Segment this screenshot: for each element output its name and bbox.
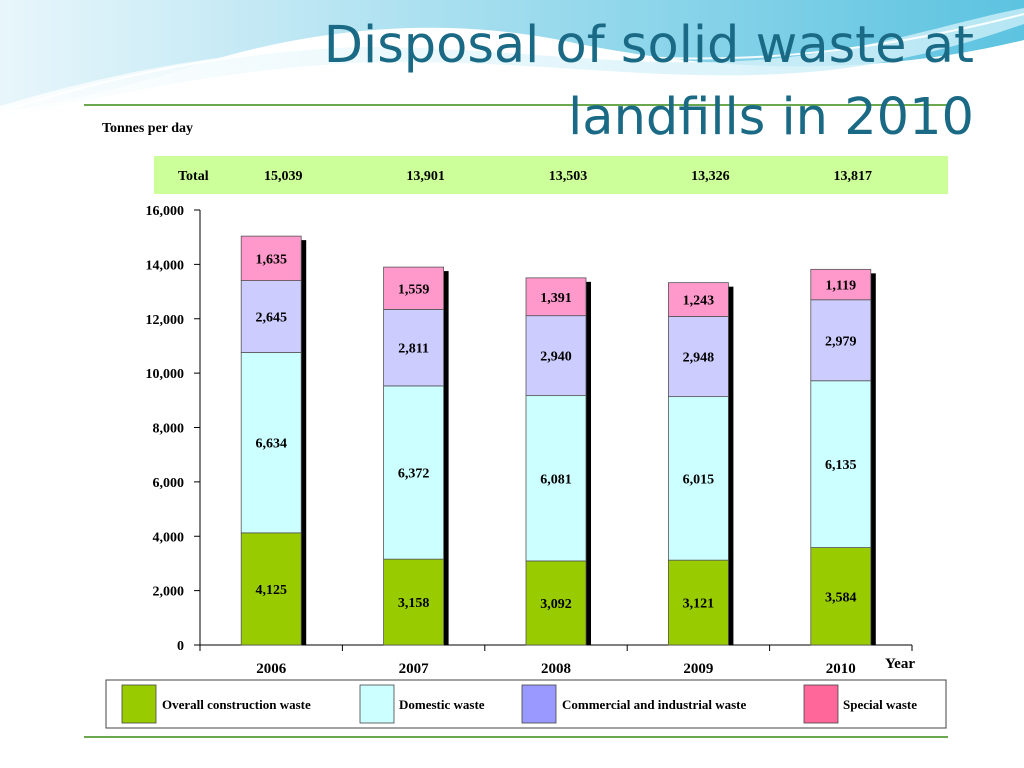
data-label: 6,372 (398, 467, 430, 482)
bar-segment (383, 266, 445, 310)
total-value: 15,039 (264, 169, 303, 184)
y-tick-label: 2,000 (153, 585, 185, 600)
header-wave-highlight (0, 8, 1024, 120)
x-tick-label: 2010 (826, 661, 856, 677)
bar-segment (525, 277, 587, 317)
data-label: 1,635 (255, 252, 287, 267)
bar-segment (810, 380, 872, 548)
data-label: 2,979 (825, 334, 857, 349)
data-label: 3,584 (825, 590, 857, 605)
slide-title-line1: Disposal of solid waste at (323, 16, 974, 75)
bar-segment (810, 547, 872, 646)
data-label: 6,015 (683, 472, 715, 487)
data-label: 3,092 (540, 597, 572, 612)
data-label: 1,119 (825, 279, 856, 294)
legend-label: Domestic waste (399, 697, 485, 712)
legend-swatch (521, 684, 557, 724)
data-label: 1,391 (540, 291, 572, 306)
data-label: 2,645 (255, 311, 287, 326)
chart-top-rule (84, 104, 948, 106)
bar-segment (383, 309, 445, 387)
x-tick-label: 2008 (541, 661, 571, 677)
bar-segment (240, 235, 302, 281)
bar-segment (668, 316, 729, 398)
y-tick-label: 6,000 (153, 476, 185, 491)
y-tick-label: 4,000 (153, 530, 185, 545)
slide-title: Disposal of solid waste at landfills in … (214, 10, 974, 154)
bar-segment (810, 299, 872, 382)
data-label: 3,158 (398, 596, 430, 611)
bar-segment (240, 352, 302, 534)
x-tick-label: 2006 (256, 661, 287, 677)
y-tick-label: 0 (177, 639, 184, 654)
x-tick-label: 2007 (399, 661, 430, 677)
data-label: 1,243 (683, 294, 715, 309)
data-label: 3,121 (683, 597, 715, 612)
data-label: 6,081 (540, 472, 572, 487)
data-label: 2,948 (683, 351, 715, 366)
data-label: 6,135 (825, 458, 857, 473)
y-axis-label: Tonnes per day (102, 121, 193, 136)
bar-segment (240, 280, 302, 353)
bar-segment (525, 315, 587, 397)
bar-segment (668, 396, 729, 561)
legend-label: Special waste (843, 697, 917, 712)
data-label: 2,811 (398, 342, 429, 357)
slide-title-line2: landfills in 2010 (568, 88, 974, 147)
totals-band (154, 156, 948, 194)
data-label: 4,125 (255, 583, 287, 598)
legend-swatch (121, 684, 157, 724)
totals-label: Total (178, 169, 209, 184)
bar-segment (525, 560, 587, 646)
bar-segment (240, 532, 302, 646)
legend-swatch (359, 684, 395, 724)
legend-label: Commercial and industrial waste (562, 697, 747, 712)
x-tick-label: 2009 (683, 661, 713, 677)
bar-segment (383, 558, 445, 646)
data-label: 1,559 (398, 282, 430, 297)
bar-segment (383, 385, 445, 560)
y-tick-label: 12,000 (146, 313, 185, 328)
header-wave-line (0, 13, 1024, 113)
bar-segment (668, 282, 729, 317)
y-tick-label: 8,000 (153, 422, 185, 437)
bar-segment (810, 268, 872, 301)
bar-segment (668, 559, 729, 646)
data-label: 6,634 (255, 437, 287, 452)
total-value: 13,817 (834, 169, 873, 184)
legend-label: Overall construction waste (162, 697, 311, 712)
y-tick-label: 16,000 (146, 204, 185, 219)
x-axis-label: Year (885, 656, 915, 672)
total-value: 13,326 (691, 169, 730, 184)
header-wave (0, 0, 1024, 112)
chart-bottom-rule (84, 736, 948, 738)
legend-swatch (803, 684, 839, 724)
y-tick-label: 14,000 (146, 258, 185, 273)
y-tick-label: 10,000 (146, 367, 185, 382)
total-value: 13,503 (549, 169, 588, 184)
total-value: 13,901 (406, 169, 445, 184)
data-label: 2,940 (540, 350, 572, 365)
